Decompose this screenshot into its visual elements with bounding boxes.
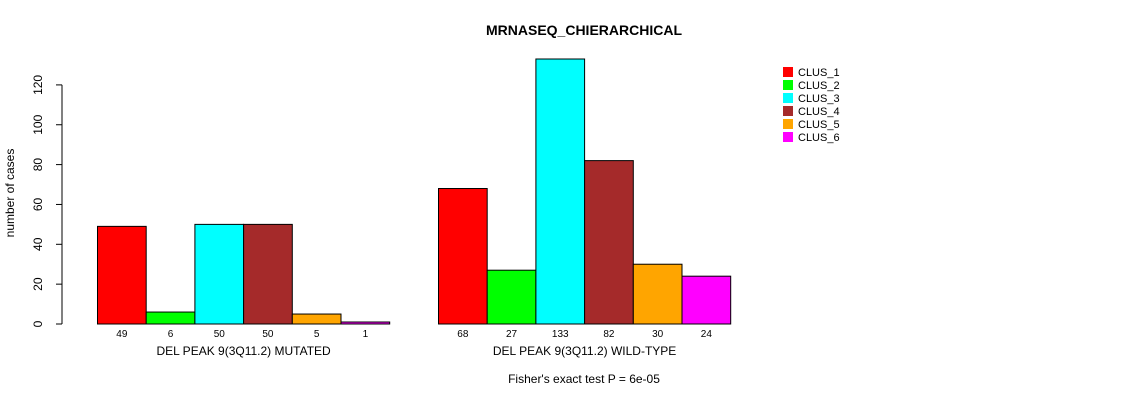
legend-swatch bbox=[783, 119, 793, 129]
bar bbox=[584, 160, 634, 325]
bar-value-label: 50 bbox=[262, 329, 274, 340]
bar-value-label: 1 bbox=[363, 329, 369, 340]
legend-swatch bbox=[783, 132, 793, 142]
chart-title: MRNASEQ_CHIERARCHICAL bbox=[486, 22, 682, 38]
bar-value-label: 49 bbox=[116, 329, 128, 340]
bar bbox=[681, 275, 732, 325]
y-tick-label: 40 bbox=[31, 237, 45, 251]
bar bbox=[340, 321, 391, 325]
y-tick-label: 80 bbox=[31, 158, 45, 172]
y-tick-label: 20 bbox=[31, 277, 45, 291]
bars bbox=[97, 58, 732, 325]
legend-label: CLUS_3 bbox=[798, 93, 840, 105]
value-labels: 49 6 50 50 5 1 68 27 133 82 30 24 bbox=[116, 329, 712, 340]
legend-swatch bbox=[783, 93, 793, 103]
group-labels: DEL PEAK 9(3Q11.2) MUTATED DEL PEAK 9(3Q1… bbox=[156, 344, 676, 358]
legend-label: CLUS_1 bbox=[798, 67, 840, 79]
bar bbox=[486, 269, 537, 325]
legend-label: CLUS_2 bbox=[798, 80, 840, 92]
footnote: Fisher's exact test P = 6e-05 bbox=[508, 372, 660, 386]
legend-swatch bbox=[783, 106, 793, 116]
bar-value-label: 68 bbox=[457, 329, 469, 340]
bar bbox=[194, 223, 245, 325]
bar-value-label: 27 bbox=[506, 329, 518, 340]
bar-value-label: 133 bbox=[552, 329, 569, 340]
bar-value-label: 50 bbox=[214, 329, 226, 340]
legend-label: CLUS_4 bbox=[798, 106, 840, 118]
bar bbox=[145, 311, 196, 325]
bar bbox=[243, 223, 293, 325]
bar bbox=[291, 313, 342, 325]
y-tick-label: 100 bbox=[31, 114, 45, 134]
group-label: DEL PEAK 9(3Q11.2) MUTATED bbox=[156, 344, 331, 358]
legend-label: CLUS_6 bbox=[798, 132, 840, 144]
group-label: DEL PEAK 9(3Q11.2) WILD-TYPE bbox=[493, 344, 676, 358]
y-tick-label: 60 bbox=[31, 197, 45, 211]
legend-swatch bbox=[783, 80, 793, 90]
y-axis: 0 20 40 60 80 100 120 bbox=[31, 75, 63, 327]
y-tick-label: 120 bbox=[31, 75, 45, 95]
bar-value-label: 5 bbox=[314, 329, 320, 340]
bar bbox=[632, 263, 683, 325]
bar-value-label: 30 bbox=[652, 329, 664, 340]
y-tick-label: 0 bbox=[31, 320, 45, 327]
bar-value-label: 6 bbox=[168, 329, 174, 340]
bar bbox=[97, 225, 147, 325]
bar-value-label: 24 bbox=[701, 329, 713, 340]
legend-label: CLUS_5 bbox=[798, 119, 840, 131]
bar bbox=[535, 58, 586, 325]
legend-swatch bbox=[783, 67, 793, 77]
bar bbox=[438, 188, 488, 325]
bar-value-label: 82 bbox=[603, 329, 615, 340]
y-axis-label: number of cases bbox=[3, 149, 17, 238]
